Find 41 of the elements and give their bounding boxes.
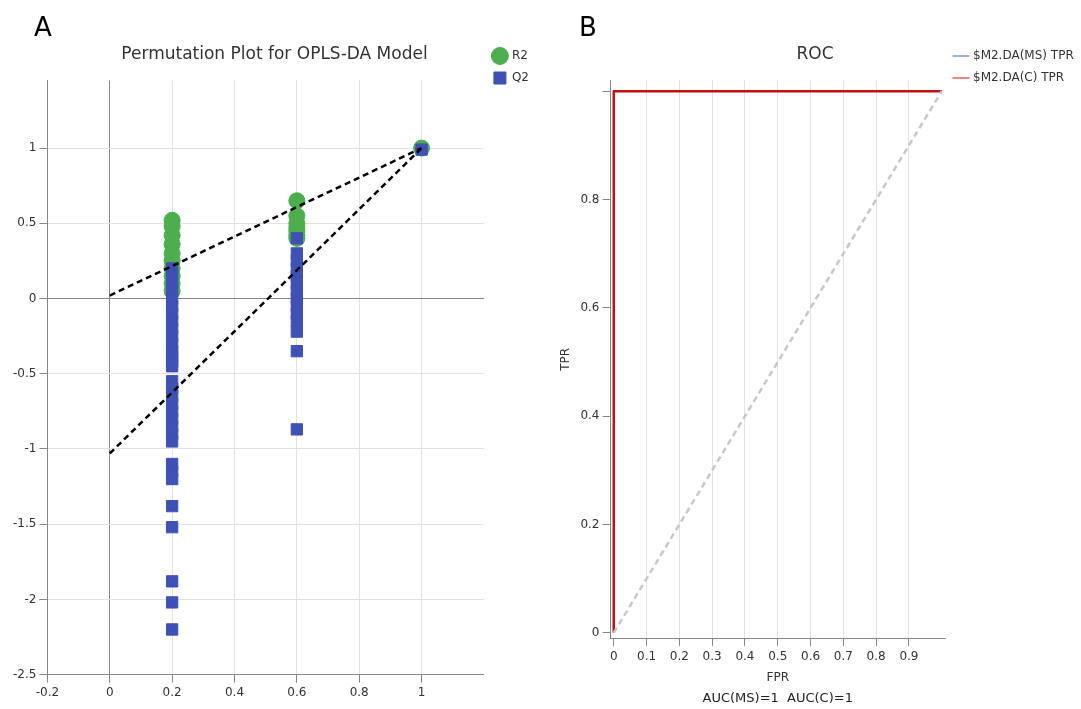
text: AUC(MS)=1 AUC(C)=1: [702, 689, 853, 705]
x-tick-label: 0.2: [669, 648, 689, 663]
y-tick-label: -2: [24, 591, 37, 606]
x-tick-label: 0: [105, 684, 114, 699]
y-tick-label: 0.6: [580, 299, 600, 314]
chart-title: ROC: [796, 42, 834, 63]
legend-label: Q2: [511, 70, 530, 85]
legend-label: $M2.DA(MS) TPR: [973, 48, 1074, 63]
x-tick-label: 0.2: [162, 684, 182, 699]
y-axis-title: TPR: [558, 347, 573, 372]
x-tick-label: 1: [417, 684, 426, 699]
x-tick-label: 0.9: [899, 648, 919, 663]
y-tick-label: -1.5: [12, 516, 37, 531]
y-tick-label: -1: [24, 441, 37, 456]
x-axis-title: FPR: [766, 669, 789, 684]
x-tick-label: 0.7: [833, 648, 853, 663]
y-tick-label: -0.5: [12, 365, 37, 380]
x-tick-label: 0: [609, 648, 618, 663]
x-tick-label: 0.8: [349, 684, 369, 699]
x-tick-label: 0.4: [224, 684, 245, 699]
text: A: [34, 11, 52, 42]
y-tick-label: 0.4: [580, 408, 600, 423]
y-tick-label: -2.5: [12, 666, 37, 681]
x-tick-label: 0.1: [637, 648, 657, 663]
text: B: [579, 11, 597, 42]
x-tick-label: -0.2: [35, 684, 60, 699]
y-tick-label: 0: [28, 290, 37, 305]
y-tick-label: 0: [591, 624, 600, 639]
y-tick-label: 0.2: [580, 516, 600, 531]
x-tick-label: 0.3: [702, 648, 722, 663]
x-tick-label: 0.4: [735, 648, 755, 663]
y-tick-label: 0.8: [580, 191, 600, 206]
y-tick-label: 0.5: [17, 215, 37, 230]
legend-label: R2: [511, 48, 528, 63]
x-tick-label: 0.5: [768, 648, 788, 663]
x-tick-label: 0.8: [866, 648, 886, 663]
y-tick-label: 1: [28, 140, 37, 155]
legend-label: $M2.DA(C) TPR: [973, 70, 1065, 85]
x-tick-label: 0.6: [287, 684, 307, 699]
chart-title: Permutation Plot for OPLS-DA Model: [121, 42, 428, 63]
x-tick-label: 0.6: [800, 648, 821, 663]
